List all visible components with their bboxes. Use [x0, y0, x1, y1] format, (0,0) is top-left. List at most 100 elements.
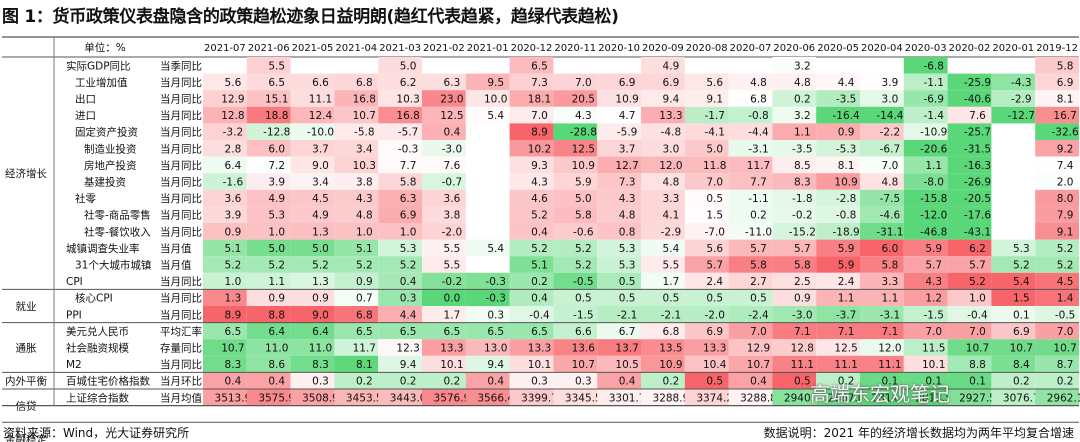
- cell-value: 3576.9: [434, 392, 471, 404]
- cell-value: -31.5: [964, 143, 991, 155]
- cell-value: 10.7: [353, 110, 376, 122]
- cell-value: 12.8: [221, 110, 244, 122]
- heat-cell: [290, 123, 335, 140]
- heat-cell: [203, 206, 247, 223]
- cell-value: 4.8: [356, 210, 373, 222]
- cell-value: 11.1: [791, 359, 814, 371]
- heat-cell: [203, 140, 247, 157]
- cell-value: 5.3: [268, 210, 285, 222]
- heat-cell: [1035, 140, 1079, 157]
- group-label: 经济增长: [5, 167, 47, 180]
- cell-value: 4.1: [663, 210, 680, 222]
- cell-value: 6.0: [882, 243, 899, 255]
- heat-cell: [509, 355, 554, 373]
- heat-cell: [378, 239, 422, 257]
- heat-cell: [947, 256, 992, 273]
- cell-value: 6.9: [619, 77, 636, 89]
- cell-value: 10.7: [221, 343, 244, 355]
- heat-cell: [334, 355, 379, 373]
- heat-cell: [422, 306, 466, 323]
- heat-cell: [553, 223, 598, 240]
- cell-value: 0.2: [444, 376, 461, 388]
- cell-value: 9.4: [663, 94, 680, 106]
- heat-cell: [1035, 272, 1079, 290]
- cell-value: 5.5: [444, 243, 461, 255]
- heat-cell: [378, 339, 422, 356]
- cell-value: -3.1: [748, 143, 769, 155]
- cell-value: -2.4: [748, 309, 769, 321]
- cell-value: 1.5: [706, 210, 723, 222]
- heat-cell: [597, 123, 641, 140]
- cell-value: 1.5: [1013, 293, 1030, 305]
- cell-value: -43.1: [964, 226, 991, 238]
- cell-value: -15.2: [789, 226, 816, 238]
- heat-cell: [641, 256, 685, 273]
- heat-cell: [509, 306, 554, 323]
- heat-cell: [246, 306, 291, 323]
- cell-value: 8.3: [225, 359, 242, 371]
- column-header: 2020-08: [686, 43, 728, 54]
- heat-cell: [334, 90, 379, 107]
- heat-cell: [422, 372, 466, 389]
- row-frequency: 当月同比: [160, 142, 202, 155]
- cell-value: 7.3: [531, 77, 548, 89]
- cell-value: 6.8: [663, 326, 680, 338]
- cell-value: -14.4: [876, 110, 903, 122]
- heat-cell: [290, 90, 335, 107]
- heat-cell: [465, 339, 510, 356]
- cell-value: 5.3: [1013, 243, 1030, 255]
- heat-cell: [553, 389, 598, 406]
- cell-value: 9.1: [706, 94, 723, 106]
- heat-cell: [860, 173, 904, 190]
- cell-value: 8.1: [1057, 94, 1074, 106]
- cell-value: -7.0: [704, 226, 725, 238]
- heat-cell: [860, 106, 904, 124]
- unit-label: 单位：%: [84, 41, 125, 54]
- cell-value: -5.8: [354, 127, 375, 139]
- heat-cell: [378, 123, 422, 140]
- column-header: 2019-12: [1036, 43, 1078, 54]
- cell-value: 7.0: [531, 110, 548, 122]
- heat-cell: [1035, 106, 1079, 124]
- data-note: 数据说明：2021 年的经济增长数据均为两年平均复合增速: [763, 426, 1074, 440]
- heat-cell: [816, 90, 860, 107]
- heat-cell: [816, 389, 860, 406]
- cell-value: 13.0: [484, 343, 507, 355]
- heat-cell: [903, 90, 948, 107]
- heat-cell: [1035, 90, 1079, 107]
- cell-value: 3.0: [663, 143, 680, 155]
- cell-value: -0.4: [529, 309, 550, 321]
- heat-cell: [203, 189, 247, 207]
- cell-value: 1.1: [882, 293, 899, 305]
- heat-cell: [334, 389, 379, 406]
- heat-cell: [334, 73, 379, 91]
- heat-cell: [509, 73, 554, 91]
- cell-value: -0.2: [442, 276, 463, 288]
- cell-value: 0.4: [444, 127, 461, 139]
- cell-value: 11.1: [834, 359, 857, 371]
- heat-cell: [860, 355, 904, 373]
- cell-value: 10.3: [353, 160, 376, 172]
- cell-value: 10.7: [1053, 343, 1076, 355]
- row-frequency: 当月同比: [160, 192, 202, 205]
- heat-cell: [378, 289, 422, 306]
- heat-cell: [772, 173, 817, 190]
- cell-value: 0.9: [794, 293, 811, 305]
- heat-cell: [991, 239, 1036, 257]
- cell-value: 2.4: [838, 276, 855, 288]
- heat-cell: [816, 140, 860, 157]
- cell-value: 0.8: [619, 226, 636, 238]
- heat-cell: [465, 389, 510, 406]
- column-header: 2020-02: [949, 43, 991, 54]
- heat-cell: [860, 289, 904, 306]
- heat-cell: [684, 256, 729, 273]
- heat-cell: [1035, 339, 1079, 356]
- heat-cell: [422, 73, 466, 91]
- heat-cell: [553, 339, 598, 356]
- cell-value: 11.5: [922, 343, 945, 355]
- heat-cell: [641, 272, 685, 290]
- cell-value: 5.7: [794, 243, 811, 255]
- heat-cell: [1035, 57, 1079, 74]
- cell-value: 5.1: [356, 243, 373, 255]
- cell-value: -1.5: [573, 309, 594, 321]
